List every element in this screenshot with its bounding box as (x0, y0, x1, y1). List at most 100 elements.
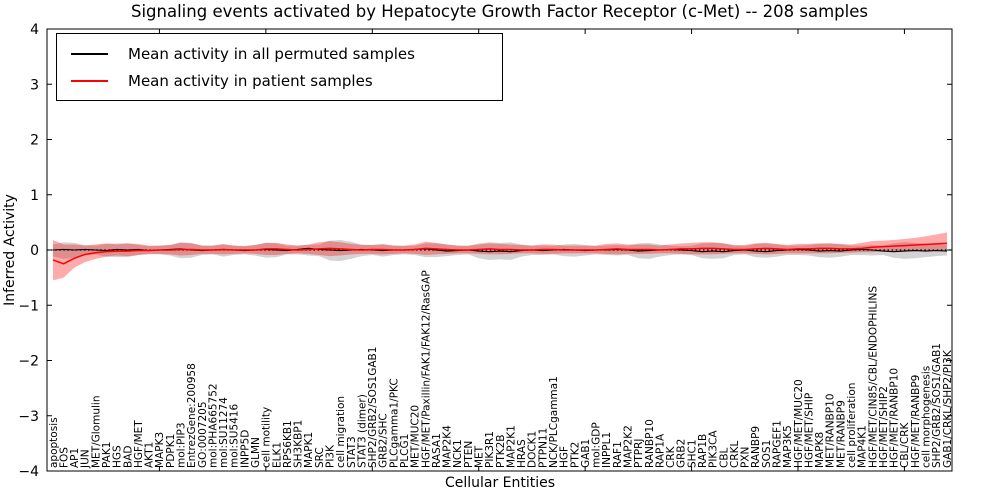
x-tick-label: PLCG1 (399, 434, 411, 468)
x-tick-label: SHC1 (686, 439, 698, 468)
x-tick-label: HGF/MET/SHIP2 (878, 386, 890, 468)
x-tick-label: PXN (740, 447, 752, 468)
x-tick-label: CRKL (729, 440, 741, 468)
x-tick-label: apoptosis (48, 417, 60, 468)
x-tick-label: mol:SU11274 (218, 397, 230, 468)
x-tick-label: GO:0007205 (197, 401, 209, 468)
patient-line-swatch (71, 79, 108, 82)
permuted-band (53, 240, 947, 262)
x-tick-label: RANBP9 (750, 426, 762, 468)
x-tick-label: PTK2B (495, 434, 507, 468)
x-tick-label: GLMN (250, 437, 262, 468)
x-tick-label: MET (474, 445, 486, 468)
legend-label-permuted: Mean activity in all permuted samples (128, 44, 415, 63)
x-tick-label: mol:GDP (591, 422, 603, 468)
x-tick-label: EntrezGene:200958 (186, 363, 198, 468)
x-tick-label: MET/Glomulin (90, 396, 102, 469)
x-tick-label: MET/RANBP9 (835, 400, 847, 468)
x-tick-label: GAB1/CRKL/SHP2/PI3K (942, 349, 954, 468)
x-tick-label: DOCK1 (527, 431, 539, 468)
x-tick-label: PI3K (325, 444, 337, 468)
y-tick-label: 0 (30, 243, 39, 259)
y-tick-label: 4 (30, 22, 39, 38)
y-tick-label: −4 (18, 464, 39, 480)
permuted-line-swatch (71, 52, 108, 55)
x-tick-label: CRK (665, 445, 677, 468)
patient-band (53, 232, 947, 281)
x-tick-label: GRB2/SHC (378, 413, 390, 468)
x-tick-label: MET/RANBP10 (825, 394, 837, 468)
x-tick-label: ELK1 (271, 442, 283, 468)
patient-mean-line (52, 242, 948, 265)
x-tick-label: MAP2K4 (442, 425, 454, 468)
x-tick-label: MAP2K2 (623, 425, 635, 468)
x-tick-label: AKT1 (144, 442, 156, 468)
x-tick-label: HRAS (516, 439, 528, 468)
x-tick-label: SHP2/GRB2/SOS1/GAB1 (931, 343, 943, 468)
x-tick-label: GAB1 (580, 439, 592, 468)
legend-label-patient: Mean activity in patient samples (128, 71, 373, 90)
x-tick-label: MAP2K1 (505, 425, 517, 468)
x-tick-label: cell motility (261, 407, 273, 468)
x-tick-label: cell migration (335, 396, 347, 468)
x-tick-label: RASA1 (431, 433, 443, 468)
y-tick-label: 2 (30, 133, 39, 149)
x-tick-label: RPS6KB1 (282, 420, 294, 468)
x-tick-label: CBL/CRK (899, 421, 911, 468)
x-tick-label: INPPL1 (601, 432, 613, 468)
y-tick-label: −1 (18, 298, 39, 314)
x-tick-label: HGF/MET/MUC20 (793, 379, 805, 468)
x-tick-label: RAP1A (654, 433, 666, 468)
x-tick-label: PTEN (463, 441, 475, 468)
x-tick-label: MAP3K5 (782, 425, 794, 468)
x-tick-label: STAT3 (346, 436, 358, 468)
chart-title: Signaling events activated by Hepatocyte… (131, 2, 868, 21)
x-tick-label: MET/MUC20 (410, 405, 422, 468)
x-tick-label: mol:PHA665752 (207, 383, 219, 468)
legend-entry-permuted: Mean activity in all permuted samples (71, 40, 492, 67)
y-tick-label: 1 (30, 188, 39, 204)
x-tick-label: RAP1B (697, 434, 709, 468)
x-tick-label: HGS (112, 445, 124, 468)
x-tick-label: HGF/MET/CIN85/CBL/ENDOPHILINS (867, 286, 879, 468)
x-tick-label: mol:SU5416 (229, 404, 241, 468)
x-axis-label: Cellular Entities (444, 475, 556, 491)
x-tick-label: PLCgamma1/PKC (388, 378, 400, 468)
y-tick-label: −2 (18, 354, 39, 370)
x-tick-label: HGF/MET/Paxillin/FAK1/FAK12/RasGAP (420, 270, 432, 468)
x-tick-label: MAPK1 (303, 432, 315, 468)
x-tick-label: JUN (80, 449, 92, 469)
x-tick-label: MAPK3 (154, 432, 166, 468)
x-tick-label: RAPGEF1 (772, 420, 784, 468)
x-tick-label: AP1 (69, 448, 81, 468)
x-tick-label: cell proliferation (846, 383, 858, 468)
x-tick-label: SH3KBP1 (293, 420, 305, 468)
x-tick-label: INPP5D (239, 430, 251, 468)
legend: Mean activity in all permuted samples Me… (56, 33, 503, 101)
x-tick-label: PAK1 (101, 442, 113, 468)
x-tick-label: RANBP10 (644, 419, 656, 468)
x-tick-label: BAD (122, 446, 134, 468)
x-tick-label: MAP4K1 (857, 425, 869, 468)
x-tick-label: HGF/MET (133, 420, 145, 468)
y-tick-label: −3 (18, 409, 39, 425)
x-tick-label: FOS (58, 447, 70, 468)
x-tick-label: GRB2 (676, 439, 688, 468)
x-tick-label: SRC (314, 447, 326, 468)
x-tick-label: HGF/MET/SHIP (803, 393, 815, 468)
x-tick-label: HGF/MET/RANBP10 (889, 368, 901, 468)
x-tick-label: PTPRJ (633, 439, 645, 468)
x-tick-label: SOS1 (761, 440, 773, 468)
x-tick-label: mol:PIP3 (176, 422, 188, 468)
legend-entry-patient: Mean activity in patient samples (71, 67, 492, 94)
y-tick-label: 3 (30, 77, 39, 93)
x-tick-label: NCK1 (452, 439, 464, 468)
x-tick-label: PDPK1 (165, 434, 177, 468)
x-tick-label: PIK3R1 (484, 431, 496, 468)
x-tick-label: MAPK8 (814, 432, 826, 468)
x-tick-label: HGF/MET/RANBP9 (910, 375, 922, 468)
x-tick-label: RAF1 (612, 441, 624, 468)
x-tick-label: SHP2/GRB2/SOS1GAB1 (367, 347, 379, 468)
